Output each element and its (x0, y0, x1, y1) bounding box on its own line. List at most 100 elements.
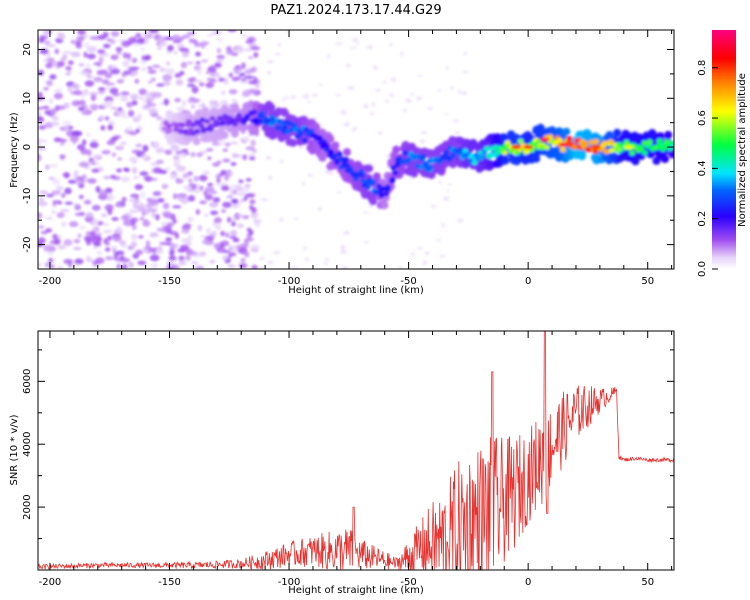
heatmap-cell (92, 154, 103, 158)
heatmap-cell (241, 62, 246, 70)
heatmap-cell (236, 191, 247, 197)
heatmap-cell (100, 125, 106, 131)
heatmap-cell (254, 221, 261, 228)
heatmap-cell (48, 176, 55, 180)
heatmap-cell (274, 53, 281, 56)
heatmap-cell (176, 165, 187, 172)
heatmap-cell (167, 45, 174, 52)
heatmap-cell (45, 228, 53, 233)
heatmap-cell (145, 91, 155, 99)
heatmap-cell (120, 176, 131, 183)
heatmap-cell (389, 178, 396, 184)
heatmap-cell (514, 150, 521, 156)
heatmap-cell (349, 47, 353, 50)
heatmap-cell (231, 103, 240, 111)
heatmap-cell (135, 33, 142, 38)
heatmap-cell (278, 217, 285, 222)
heatmap-cell (473, 152, 480, 158)
heatmap-cell (75, 41, 82, 48)
heatmap-cell (77, 30, 86, 36)
heatmap-cell (266, 60, 274, 64)
heatmap-cell (335, 93, 342, 97)
heatmap-cell (555, 127, 564, 136)
heatmap-cell (98, 87, 106, 91)
heatmap-cell (374, 88, 381, 92)
heatmap-cell (130, 93, 139, 101)
heatmap-cell (172, 205, 182, 209)
heatmap-cell (390, 77, 397, 83)
heatmap-cell (340, 249, 347, 255)
heatmap-cell (181, 228, 190, 234)
heatmap-cell (284, 129, 291, 135)
heatmap-cell (76, 176, 84, 180)
heatmap-cell (343, 148, 351, 157)
heatmap-cell (664, 130, 673, 139)
heatmap-cell (128, 198, 138, 202)
heatmap-cell (199, 117, 206, 123)
heatmap-cell (181, 34, 190, 39)
heatmap-cell (62, 172, 71, 178)
heatmap-cell (151, 263, 158, 269)
heatmap-cell (304, 257, 309, 262)
heatmap-cell (364, 184, 371, 190)
heatmap-cell (139, 59, 147, 65)
heatmap-cell (147, 66, 153, 70)
heatmap-cell (250, 46, 261, 51)
heatmap-cell (250, 211, 258, 219)
heatmap-cell (142, 32, 153, 37)
heatmap-cell (173, 98, 182, 103)
heatmap-cell (235, 46, 245, 54)
heatmap-cell (457, 89, 461, 95)
heatmap-cell (42, 105, 50, 110)
heatmap-cell (134, 184, 144, 190)
heatmap-cell (151, 77, 156, 82)
heatmap-cell (55, 61, 65, 67)
heatmap-cell (351, 38, 359, 42)
heatmap-cell (574, 138, 581, 144)
heatmap-cell (239, 72, 246, 77)
heatmap-cell (179, 122, 186, 128)
heatmap-cell (194, 128, 201, 134)
heatmap-cell (117, 107, 123, 111)
heatmap-cell (156, 83, 165, 87)
heatmap-cell (83, 51, 88, 58)
heatmap-cell (155, 214, 160, 221)
heatmap-cell (38, 237, 46, 244)
heatmap-cell (208, 100, 219, 104)
heatmap-cell (227, 216, 232, 223)
heatmap-cell (282, 98, 286, 102)
heatmap-cell (384, 99, 390, 103)
heatmap-cell (605, 131, 614, 140)
heatmap-cell (84, 80, 95, 87)
heatmap-cell (453, 147, 459, 153)
heatmap-cell (290, 95, 297, 100)
heatmap-cell (220, 90, 226, 96)
heatmap-cell (48, 164, 59, 168)
heatmap-cell (229, 188, 234, 195)
heatmap-cell (79, 99, 86, 107)
heatmap-cell (145, 240, 151, 248)
heatmap-cell (177, 129, 184, 135)
heatmap-cell (126, 53, 131, 60)
heatmap-cell (48, 250, 53, 256)
heatmap-cell (73, 238, 81, 244)
heatmap-cell (141, 153, 148, 161)
heatmap-cell (105, 187, 113, 194)
heatmap-cell (301, 137, 308, 143)
heatmap-cell (115, 145, 124, 151)
heatmap-cell (240, 122, 248, 131)
heatmap-cell (156, 36, 166, 43)
heatmap-cell (115, 250, 125, 256)
heatmap-cell (166, 123, 173, 129)
heatmap-cell (128, 261, 134, 269)
heatmap-cell (54, 238, 61, 245)
heatmap-cell (215, 121, 222, 127)
heatmap-cell (307, 173, 314, 177)
heatmap-cell (89, 36, 100, 40)
heatmap-cell (363, 211, 369, 214)
heatmap-cell (656, 132, 665, 141)
colorbar-tick-label: 0.8 (697, 60, 708, 76)
heatmap-cell (57, 265, 63, 269)
heatmap-cell (61, 139, 68, 143)
